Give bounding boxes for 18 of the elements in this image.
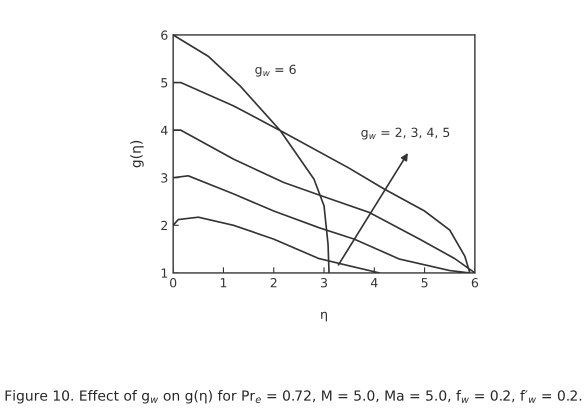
x-tick-label: 3 — [321, 278, 327, 288]
y-tick-label: 2 — [161, 220, 168, 230]
y-tick-label: 3 — [161, 173, 168, 183]
x-tick-label: 1 — [220, 278, 226, 288]
x-tick-label: 5 — [422, 278, 428, 288]
y-tick-label: 4 — [160, 126, 168, 135]
y-tick-label: 6 — [161, 30, 168, 40]
y-tick-label: 5 — [161, 78, 168, 88]
x-tick-label: 0 — [170, 278, 176, 288]
x-tick-label: 6 — [472, 278, 478, 288]
text: Figure 10. Effect of g$_{w}$ on g(η) for Pr$_{e}$ = 0.72, M = 5.0, Ma = 5.0, f$_{w}$ = 0.2, f′$_{w}$ = 0.2. — [6, 390, 582, 404]
x-tick-label: 2 — [270, 278, 276, 288]
annotation: g$_{w}$ = 2, 3, 4, 5 — [361, 128, 450, 140]
x-axis-title: η — [321, 312, 327, 322]
y-axis-title: g(η) — [130, 140, 144, 168]
x-tick-label: 4 — [370, 278, 378, 288]
y-tick-label: 1 — [162, 268, 168, 278]
annotation: g$_{w}$ = 6 — [255, 64, 296, 77]
